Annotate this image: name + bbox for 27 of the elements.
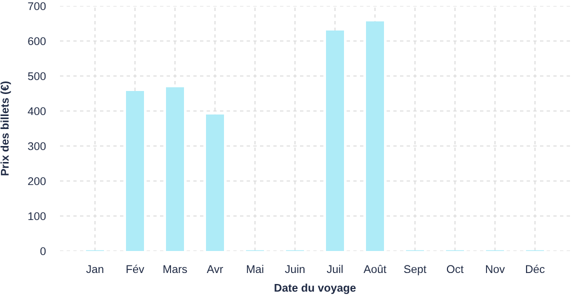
bar [326, 30, 344, 251]
bar [126, 91, 144, 251]
x-tick-label: Sept [404, 265, 426, 276]
x-tick-label: Jan [86, 265, 104, 274]
x-tick-label: Oct [446, 265, 464, 274]
y-tick-label: 300 [28, 142, 46, 150]
x-tick-label: Nov [486, 265, 505, 274]
y-tick-label: 700 [28, 2, 46, 10]
x-tick-label: Déc [526, 264, 545, 274]
x-tick-label: Fév [126, 264, 144, 274]
x-axis-title: Date du voyage [274, 284, 356, 294]
bar [166, 87, 184, 251]
y-tick-label: 0 [40, 247, 46, 256]
x-tick-label: Juil [326, 264, 343, 274]
y-tick-label: 100 [28, 212, 46, 220]
y-tick-label: 600 [28, 37, 46, 46]
y-tick-label: 200 [28, 177, 46, 186]
x-tick-label: Août [364, 264, 386, 274]
x-tick-label: Mars [164, 265, 187, 274]
bar [366, 21, 384, 251]
bar [206, 114, 224, 251]
y-tick-label: 400 [28, 107, 46, 116]
x-tick-label: Juin [284, 264, 304, 274]
y-tick-label: 500 [28, 72, 46, 80]
x-tick-label: Avr [206, 265, 224, 273]
y-axis-title: Prix des billets (€) [0, 82, 11, 176]
x-tick-label: Mai [246, 264, 264, 274]
